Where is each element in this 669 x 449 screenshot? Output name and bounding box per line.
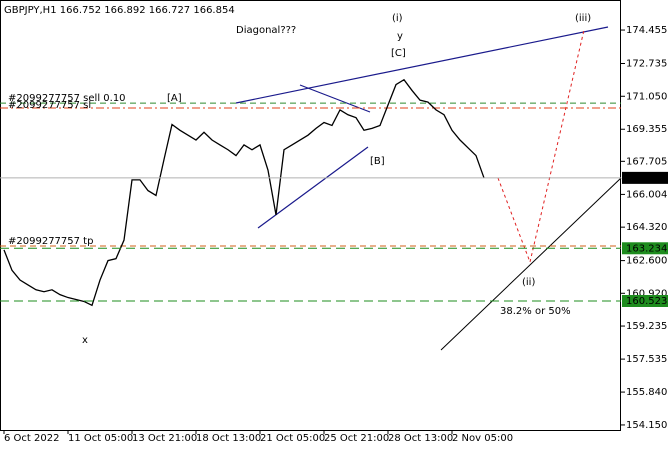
- y-tick-label: 166.004: [626, 189, 667, 200]
- y-tick-label: 162.600: [626, 256, 667, 267]
- trend-line: [257, 146, 369, 229]
- trend-line: [235, 26, 609, 104]
- wave-label: (ii): [522, 277, 535, 288]
- wave-label: (i): [392, 13, 403, 24]
- chart-title: GBPJPY,H1 166.752 166.892 166.727 166.85…: [4, 5, 235, 16]
- order-label: #2099277757 tp: [8, 236, 93, 247]
- x-tick-label: 18 Oct 13:00: [196, 433, 261, 444]
- price-tag: [622, 295, 668, 307]
- x-tick-label: 25 Oct 21:00: [324, 433, 389, 444]
- y-tick-label: 174.455: [626, 25, 667, 36]
- y-tick-label: 159.235: [626, 321, 667, 332]
- order-label: #2099277757 sell 0.10: [8, 93, 126, 104]
- x-tick-label: 6 Oct 2022: [4, 433, 59, 444]
- y-tick-label: 157.535: [626, 354, 667, 365]
- price-tag: [622, 171, 668, 184]
- wave-label: Diagonal???: [236, 25, 296, 36]
- y-tick-label: 164.320: [626, 222, 667, 233]
- wave-label: y: [397, 31, 403, 42]
- price-tag-label: 166.854: [626, 173, 667, 184]
- price-tag-label: 163.234: [626, 243, 667, 254]
- price-line: [3, 78, 485, 307]
- price-tag-label: 160.523: [626, 296, 667, 307]
- y-tick-label: 167.705: [626, 156, 667, 167]
- channel-line: [440, 177, 622, 351]
- wave-label: [A]: [167, 93, 182, 104]
- order-label: #2099277757 sl: [8, 100, 91, 111]
- y-tick-label: 169.355: [626, 124, 667, 135]
- wave-label: x: [82, 335, 88, 346]
- wave-label: 38.2% or 50%: [500, 306, 571, 317]
- x-tick-label: 2 Nov 05:00: [452, 433, 513, 444]
- y-tick-label: 155.840: [626, 387, 667, 398]
- x-tick-label: 13 Oct 21:00: [132, 433, 197, 444]
- y-tick-label: 154.150: [626, 420, 667, 431]
- wave-label: [C]: [391, 48, 406, 59]
- x-tick-label: 11 Oct 05:00: [68, 433, 133, 444]
- x-tick-label: 21 Oct 05:00: [260, 433, 325, 444]
- wave-label: (iii): [575, 13, 591, 24]
- wave-label: [B]: [370, 156, 385, 167]
- y-tick-label: 171.050: [626, 91, 667, 102]
- price-tag: [622, 242, 668, 255]
- x-tick-label: 28 Oct 13:00: [388, 433, 453, 444]
- y-tick-label: 160.920: [626, 288, 667, 299]
- y-tick-label: 172.735: [626, 58, 667, 69]
- plot-frame: [0, 0, 621, 431]
- projection-path: [497, 29, 585, 264]
